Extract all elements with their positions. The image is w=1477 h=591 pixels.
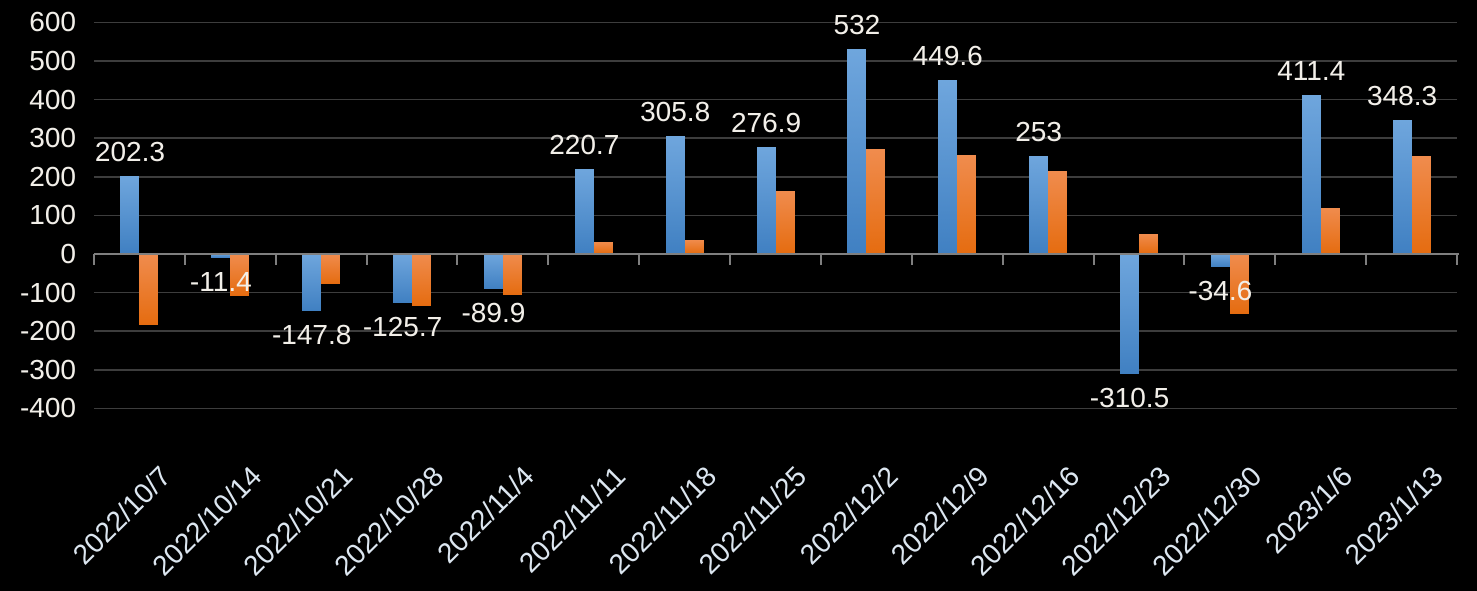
bar-blue[interactable] [302,254,322,312]
bar-blue[interactable] [393,254,413,303]
y-axis-tick-label: 600 [29,6,76,38]
gridline [94,330,1457,332]
bar-blue[interactable] [1392,119,1412,254]
y-axis-tick-label: -400 [19,392,76,424]
axis-tick [1274,254,1277,265]
axis-tick [183,254,186,265]
bar-orange[interactable] [1229,254,1249,314]
axis-tick [910,254,913,265]
bar-blue[interactable] [1119,254,1139,374]
y-axis-tick-label: 200 [29,160,76,192]
gridline [94,137,1457,139]
bar-orange[interactable] [412,254,432,307]
y-axis-tick-label: 100 [29,199,76,231]
axis-tick [638,254,641,265]
data-label: 411.4 [1277,55,1346,87]
bar-orange[interactable] [1320,207,1340,254]
data-label: 276.9 [730,107,802,139]
bar-blue[interactable] [938,80,958,254]
gridline [94,60,1457,62]
data-label: 532 [833,8,881,40]
bar-blue[interactable] [665,135,685,254]
axis-tick [365,254,368,265]
axis-tick [456,254,459,265]
data-label: 220.7 [549,128,620,160]
bar-blue[interactable] [1301,95,1321,254]
bar-blue[interactable] [1210,254,1230,268]
data-label: -147.8 [271,319,352,351]
axis-tick [1456,254,1458,265]
gridline [94,369,1457,371]
data-label: -125.7 [362,310,443,342]
y-axis-tick-label: -200 [19,315,76,347]
bar-orange[interactable] [502,254,522,295]
axis-tick [547,254,550,265]
axis-tick [819,254,822,265]
bar-blue[interactable] [211,254,231,259]
bar-orange[interactable] [593,242,613,254]
bar-blue[interactable] [1029,156,1049,254]
axis-tick [274,254,277,265]
axis-tick [1183,254,1186,265]
bar-orange[interactable] [139,254,159,326]
bar-orange[interactable] [321,254,341,285]
y-axis-tick-label: 0 [60,238,76,269]
axis-tick [729,254,732,265]
bar-orange[interactable] [684,239,704,254]
bar-blue[interactable] [483,254,503,289]
gridline [94,176,1457,178]
y-axis-tick-label: 300 [29,122,76,154]
gridline [94,21,1457,24]
data-label: 348.3 [1367,79,1438,111]
y-axis-tick-label: 500 [29,44,76,76]
gridline [94,407,1457,410]
axis-tick [1092,254,1095,265]
x-axis-line [94,253,1459,255]
data-label: -310.5 [1089,381,1170,413]
data-label: 449.6 [912,40,983,72]
bar-orange[interactable] [230,254,250,296]
data-label: -11.4 [189,266,252,298]
bar-blue[interactable] [756,147,776,254]
bar-orange[interactable] [1411,155,1431,254]
axis-tick [93,254,95,265]
axis-tick [1001,254,1004,265]
data-label: -89.9 [461,296,526,328]
bar-blue[interactable] [574,168,594,254]
data-label: 253 [1015,116,1062,148]
bar-orange[interactable] [775,191,795,254]
gridline [94,291,1457,294]
bar-blue[interactable] [120,175,140,254]
y-axis-tick-label: -100 [19,276,76,308]
bar-orange[interactable] [866,148,886,254]
bar-orange[interactable] [1138,233,1158,254]
data-label: -34.6 [1188,275,1253,307]
bar-orange[interactable] [957,155,977,254]
x-axis-label: 2022/12/2 [793,460,904,571]
gridline [94,98,1457,101]
data-label: 202.3 [94,135,165,167]
x-axis-label: 2023/1/13 [1338,460,1449,571]
bar-blue[interactable] [847,48,867,254]
data-label: 305.8 [640,95,711,127]
y-axis-tick-label: 400 [29,83,76,115]
bar-orange[interactable] [1048,170,1068,254]
axis-tick [1365,254,1368,265]
y-axis-tick-label: -300 [19,353,76,385]
